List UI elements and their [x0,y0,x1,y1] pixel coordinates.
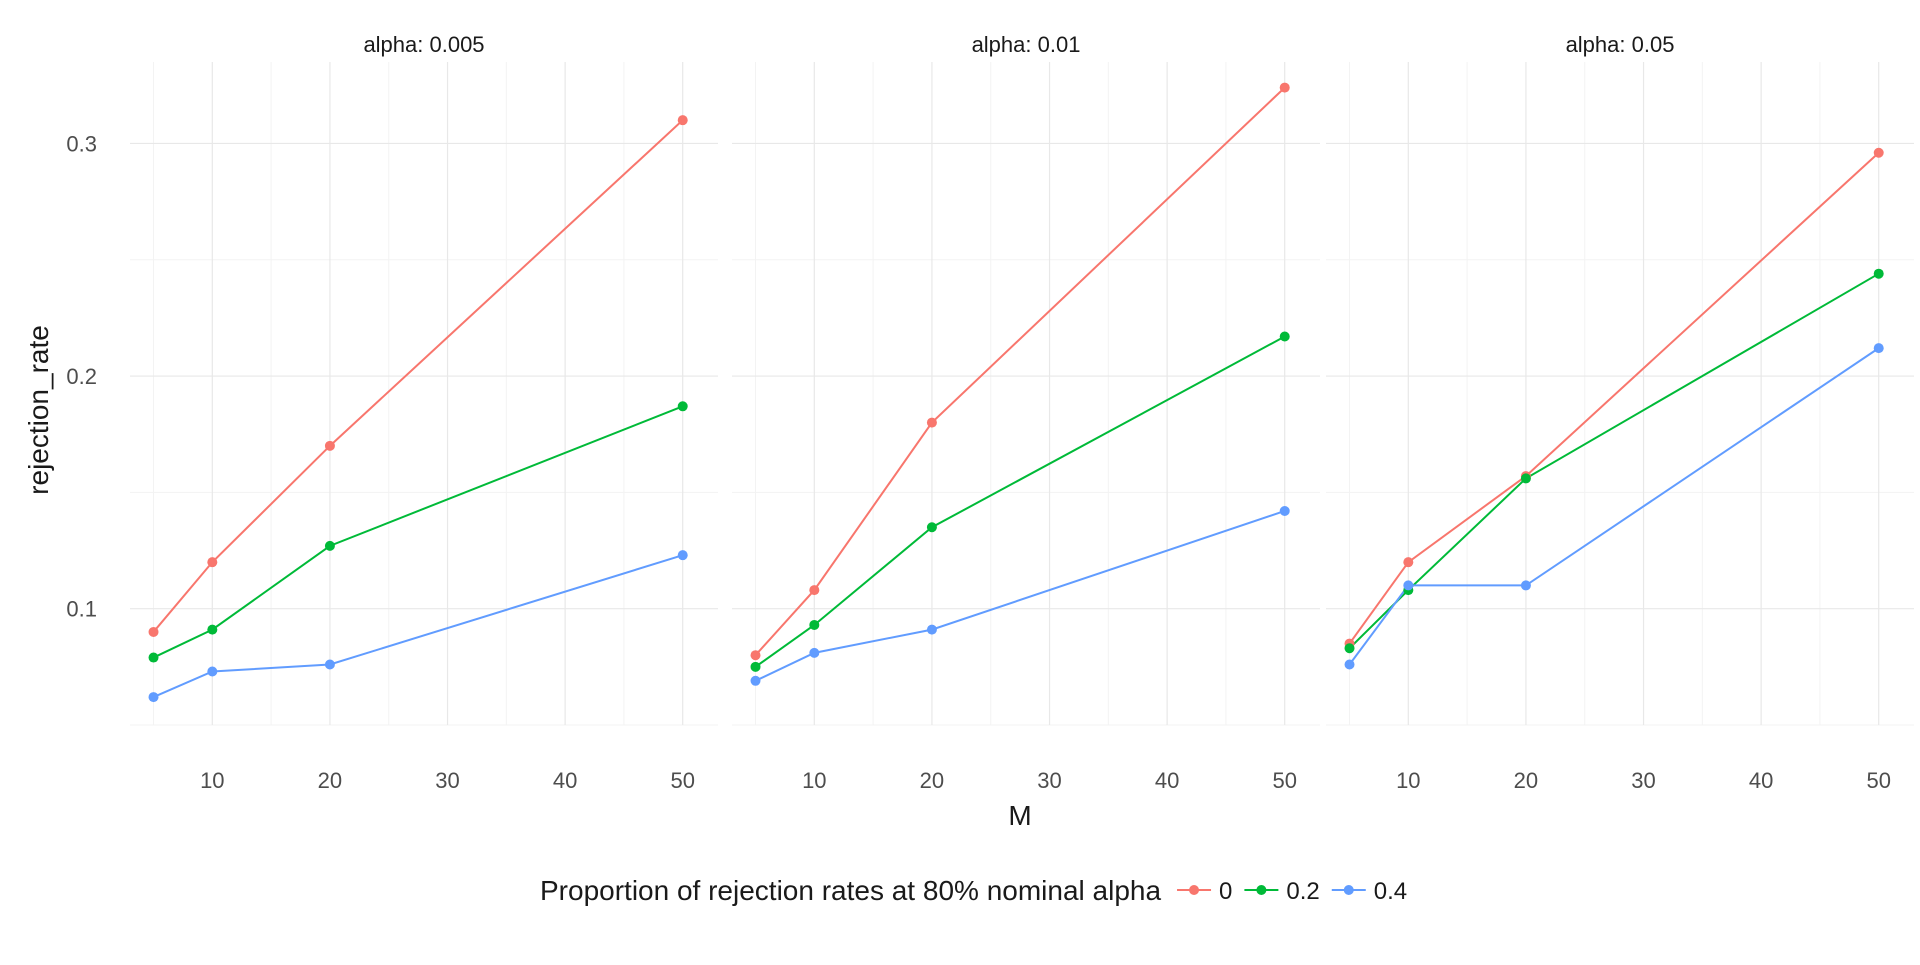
series-line-0 [152,119,684,633]
data-point [926,417,937,428]
data-point [809,585,820,596]
x-tick-label: 50 [670,768,694,793]
data-point [1403,580,1414,591]
data-point [1279,82,1290,93]
series-line-0 [754,86,1286,656]
series-line-0.2 [1348,272,1880,649]
x-tick-label: 40 [1155,768,1179,793]
data-point [324,540,335,551]
data-point [1344,643,1355,654]
data-point [1279,505,1290,516]
data-point [677,550,688,561]
data-point [1344,659,1355,670]
data-point [324,440,335,451]
legend-title: Proportion of rejection rates at 80% nom… [540,875,1161,906]
legend: Proportion of rejection rates at 80% nom… [540,875,1407,906]
data-point [1873,343,1884,354]
x-tick-label: 50 [1866,768,1890,793]
series-line-0.2 [754,335,1286,668]
data-point [1873,147,1884,158]
data-point [750,675,761,686]
legend-key-point [1343,885,1354,895]
x-tick-label: 20 [920,768,944,793]
facet-strip-label: alpha: 0.01 [972,32,1081,57]
x-tick-label: 40 [1749,768,1773,793]
data-point [207,624,218,635]
data-point [809,619,820,630]
series-line-0.2 [153,405,684,659]
series-line-0.4 [153,554,684,699]
facet-strip-label: alpha: 0.05 [1566,32,1675,57]
data-point [1279,331,1290,342]
x-tick-label: 10 [1396,768,1420,793]
legend-key-point [1256,885,1267,895]
data-point [926,624,937,635]
data-point [148,652,159,663]
data-point [148,626,159,637]
facet-panel: alpha: 0.05 10 20 30 40 50 [1326,32,1914,793]
x-tick-label: 10 [200,768,224,793]
data-point [324,659,335,670]
x-tick-label: 30 [435,768,459,793]
data-point [677,115,688,126]
facet-panel: alpha: 0.005 10 20 30 40 50 0.1 0.2 0.3 [66,32,718,793]
data-point [750,650,761,661]
legend-label: 0.2 [1286,878,1319,905]
y-tick-label: 0.1 [66,597,97,622]
data-point [148,692,159,703]
series-line-0.4 [755,510,1286,682]
data-point [809,647,820,658]
data-point [750,661,761,672]
series-line-0.4 [1348,347,1880,666]
data-point [1403,557,1414,568]
legend-label: 0 [1219,878,1232,905]
x-axis-title: M [1008,800,1031,831]
x-tick-label: 30 [1631,768,1655,793]
data-point [677,401,688,412]
data-point [1873,268,1884,279]
data-point [1520,473,1531,484]
y-axis-title: rejection_rate [23,325,54,495]
data-point [207,666,218,677]
legend-label: 0.4 [1374,878,1407,905]
series-line-0 [1348,151,1880,645]
x-tick-label: 10 [802,768,826,793]
legend-key-point [1189,885,1200,895]
data-point [207,557,218,568]
y-tick-label: 0.2 [66,364,97,389]
x-tick-label: 50 [1272,768,1296,793]
x-tick-label: 40 [553,768,577,793]
y-tick-label: 0.3 [66,131,97,156]
x-tick-label: 20 [318,768,342,793]
x-tick-label: 30 [1037,768,1061,793]
x-tick-label: 20 [1514,768,1538,793]
facet-panel: alpha: 0.01 10 20 30 40 50 [732,32,1320,793]
facet-strip-label: alpha: 0.005 [363,32,484,57]
data-point [1520,580,1531,591]
data-point [926,522,937,533]
